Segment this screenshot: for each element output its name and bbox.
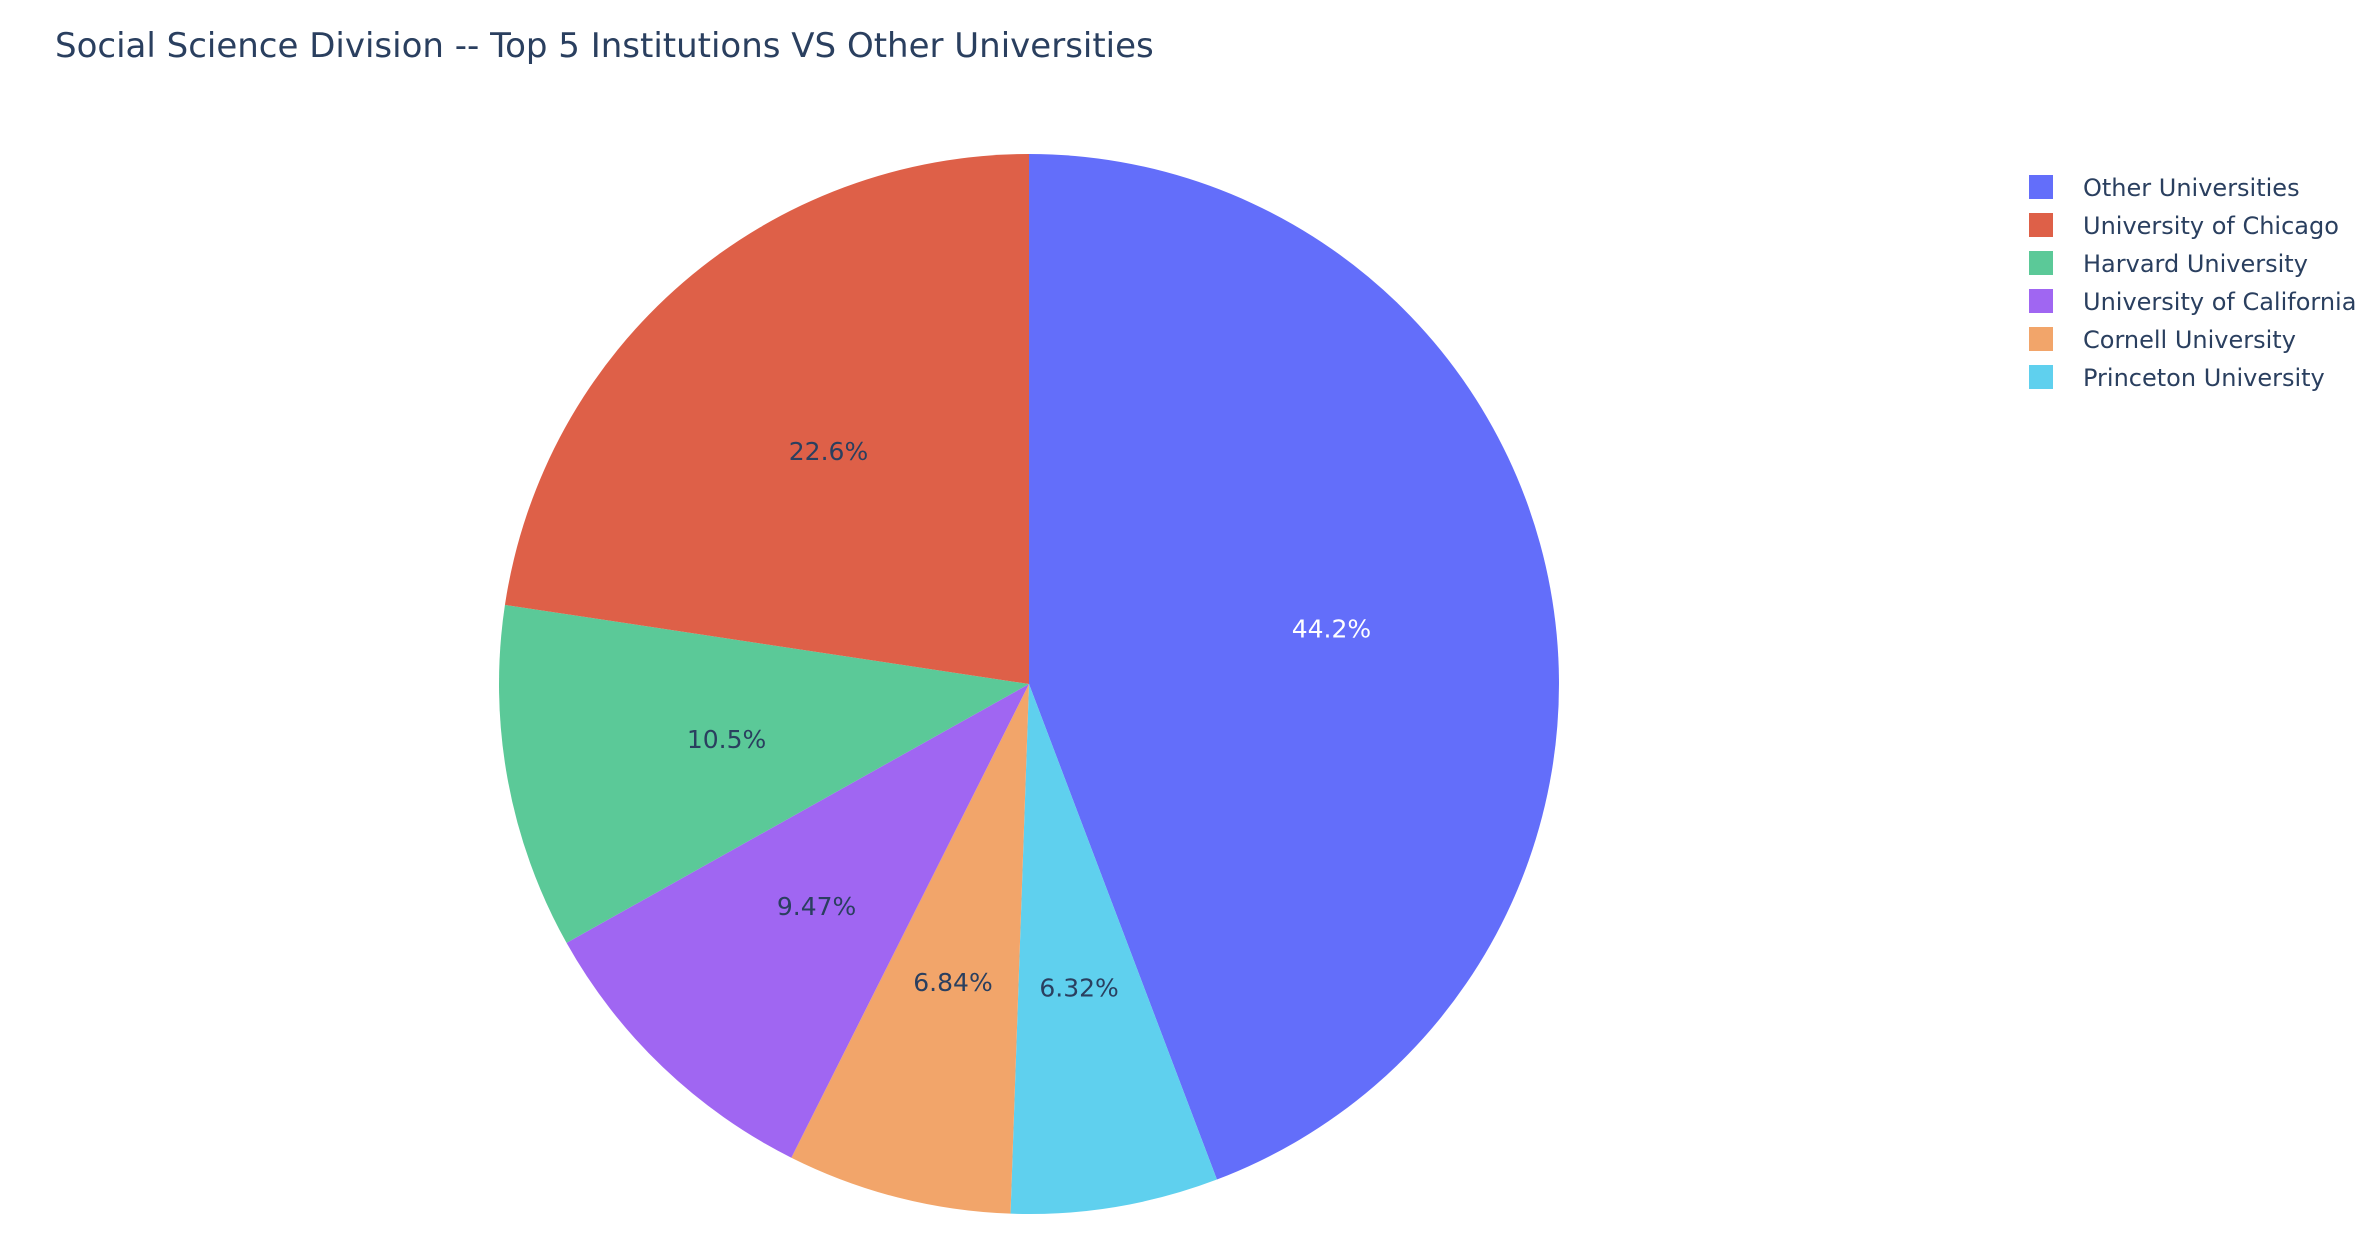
pie-slice-other-universities-label: 44.2% (1292, 615, 1371, 644)
legend-item-cornell-university-swatch (2029, 327, 2053, 351)
legend-item-cornell-university[interactable]: Cornell University (2029, 326, 2296, 354)
legend-item-university-of-chicago[interactable]: University of Chicago (2029, 212, 2339, 240)
pie-slice-university-of-california-label: 9.47% (777, 892, 856, 921)
legend-item-princeton-university[interactable]: Princeton University (2029, 364, 2325, 392)
legend-item-university-of-california[interactable]: University of California (2029, 288, 2356, 316)
legend-item-harvard-university[interactable]: Harvard University (2029, 250, 2308, 278)
legend-item-other-universities-swatch (2029, 175, 2053, 199)
pie-slices (499, 154, 1559, 1215)
legend-item-other-universities-label: Other Universities (2083, 174, 2300, 202)
pie-slice-cornell-university[interactable] (791, 684, 1029, 1214)
legend-item-university-of-california-swatch (2029, 289, 2053, 313)
pie-slice-other-universities[interactable] (1029, 154, 1559, 1180)
pie-slice-university-of-chicago-label: 22.6% (789, 437, 868, 466)
pie-slice-princeton-university[interactable] (1010, 684, 1217, 1215)
legend-item-princeton-university-label: Princeton University (2083, 364, 2325, 392)
legend: Other Universities University of Chicago H… (2029, 174, 2356, 392)
legend-item-university-of-chicago-swatch (2029, 213, 2053, 237)
pie-slice-labels: 44.2% 6.32% 6.84% 9.47% 10.5% 22.6% (687, 437, 1371, 1002)
pie-slice-princeton-university-label: 6.32% (1039, 973, 1118, 1002)
pie-slice-cornell-university-label: 6.84% (913, 968, 992, 997)
legend-item-princeton-university-swatch (2029, 365, 2053, 389)
pie-slice-university-of-chicago[interactable] (504, 154, 1029, 684)
legend-item-university-of-california-label: University of California (2083, 288, 2356, 316)
legend-item-cornell-university-label: Cornell University (2083, 326, 2296, 354)
legend-item-other-universities[interactable]: Other Universities (2029, 174, 2300, 202)
legend-item-harvard-university-label: Harvard University (2083, 250, 2308, 278)
chart-title: Social Science Division -- Top 5 Institu… (55, 26, 1154, 66)
legend-item-harvard-university-swatch (2029, 251, 2053, 275)
pie-slice-university-of-california[interactable] (566, 684, 1029, 1158)
pie-slice-harvard-university[interactable] (499, 604, 1029, 943)
legend-item-university-of-chicago-label: University of Chicago (2083, 212, 2339, 240)
pie-slice-harvard-university-label: 10.5% (687, 725, 766, 754)
